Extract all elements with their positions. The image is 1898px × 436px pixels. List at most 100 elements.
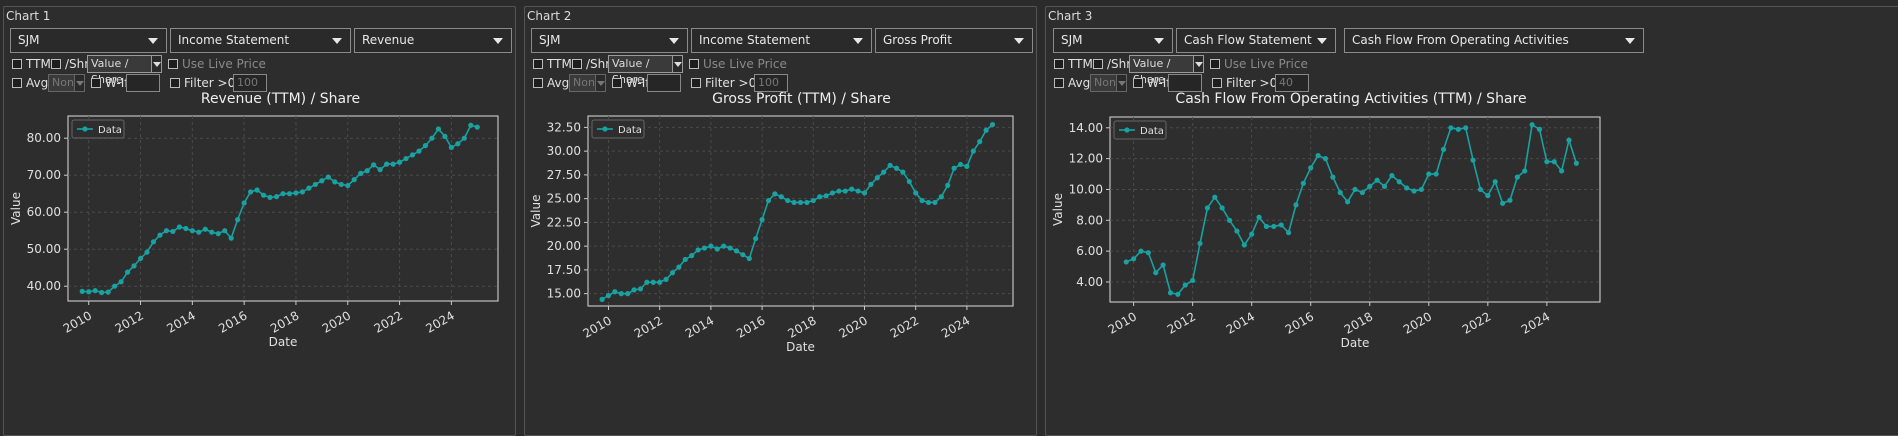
shr-checkbox[interactable] bbox=[572, 59, 582, 69]
wif-input[interactable] bbox=[1168, 74, 1202, 92]
data-point bbox=[836, 188, 842, 194]
line-chart: 40.00 50.00 60.00 70.00 80.00 2010 2012 2014 201… bbox=[9, 115, 499, 349]
data-point bbox=[358, 170, 364, 176]
data-point bbox=[416, 148, 422, 154]
data-point bbox=[1529, 122, 1535, 128]
wif-checkbox[interactable] bbox=[612, 78, 622, 88]
y-tick-label: 20.00 bbox=[547, 239, 581, 253]
avg-checkbox[interactable] bbox=[1054, 78, 1064, 88]
x-tick-label: 2012 bbox=[1165, 309, 1198, 336]
filter-input[interactable]: 100 bbox=[754, 74, 788, 92]
data-point bbox=[468, 122, 474, 128]
wif-checkbox[interactable] bbox=[1133, 78, 1143, 88]
ttm-checkbox[interactable] bbox=[1054, 59, 1064, 69]
avg-value: Non bbox=[573, 76, 595, 89]
filter-input[interactable]: 100 bbox=[233, 74, 267, 92]
x-tick-label: 2014 bbox=[683, 313, 716, 340]
data-point bbox=[99, 289, 105, 296]
shr-label: /Shr bbox=[65, 57, 90, 71]
avg-checkbox[interactable] bbox=[12, 78, 22, 88]
avg-checkbox[interactable] bbox=[533, 78, 543, 88]
x-tick-label: 2018 bbox=[785, 313, 818, 340]
avg-select[interactable]: Non bbox=[1090, 74, 1117, 92]
value-share-dropdown-button[interactable] bbox=[1193, 55, 1204, 73]
y-tick-label: 10.00 bbox=[1069, 182, 1103, 196]
data-point bbox=[765, 197, 772, 204]
data-point bbox=[1271, 223, 1277, 230]
data-point bbox=[1263, 223, 1270, 230]
data-point bbox=[422, 143, 429, 149]
data-point bbox=[1160, 262, 1166, 268]
ttm-checkbox[interactable] bbox=[12, 59, 22, 69]
avg-select[interactable]: Non bbox=[569, 74, 596, 92]
value-share-select[interactable]: Value / Share bbox=[1129, 55, 1194, 86]
wif-input[interactable] bbox=[647, 74, 681, 92]
ticker-select[interactable]: SJM bbox=[10, 28, 167, 53]
statement-select[interactable]: Income Statement bbox=[691, 28, 872, 53]
shr-checkbox[interactable] bbox=[51, 59, 61, 69]
data-point bbox=[1367, 183, 1373, 189]
avg-dropdown-button[interactable] bbox=[1116, 74, 1127, 92]
metric-select-value: Gross Profit bbox=[883, 33, 952, 47]
value-share-dropdown-button[interactable] bbox=[672, 55, 683, 73]
value-share-select[interactable]: Value / Share bbox=[608, 55, 673, 86]
filter-checkbox[interactable] bbox=[170, 78, 180, 88]
metric-select-value: Cash Flow From Operating Activities bbox=[1352, 33, 1569, 47]
avg-dropdown-button[interactable] bbox=[74, 74, 85, 92]
use-live-price-checkbox[interactable] bbox=[1210, 59, 1220, 69]
data-point bbox=[1551, 159, 1557, 165]
use-live-price-checkbox[interactable] bbox=[689, 59, 699, 69]
wif-label: W-If bbox=[1147, 76, 1171, 90]
data-point bbox=[746, 255, 752, 262]
data-point bbox=[1485, 193, 1491, 199]
ticker-select-value: SJM bbox=[18, 33, 40, 47]
data-point bbox=[1411, 188, 1417, 194]
filter-checkbox[interactable] bbox=[1212, 78, 1222, 88]
avg-select[interactable]: Non bbox=[48, 74, 75, 92]
data-point bbox=[938, 194, 944, 200]
data-point bbox=[1418, 186, 1425, 193]
use-live-price-checkbox[interactable] bbox=[168, 59, 178, 69]
statement-select[interactable]: Income Statement bbox=[170, 28, 351, 53]
wif-input[interactable] bbox=[126, 74, 160, 92]
avg-label: Avg bbox=[26, 76, 49, 90]
metric-select[interactable]: Revenue bbox=[354, 28, 512, 53]
data-point bbox=[429, 135, 435, 141]
ticker-select[interactable]: SJM bbox=[531, 28, 688, 53]
shr-checkbox[interactable] bbox=[1093, 59, 1103, 69]
y-tick-label: 27.50 bbox=[547, 168, 581, 182]
filter-input[interactable]: 40 bbox=[1275, 74, 1309, 92]
shr-label: /Shr bbox=[1107, 57, 1132, 71]
chevron-down-icon bbox=[332, 38, 342, 44]
data-point bbox=[1426, 171, 1432, 177]
chart-title: Cash Flow From Operating Activities (TTM… bbox=[1175, 91, 1527, 107]
metric-select[interactable]: Cash Flow From Operating Activities bbox=[1344, 28, 1644, 53]
avg-label: Avg bbox=[547, 76, 570, 90]
line-chart: 4.00 6.00 8.00 10.00 12.00 14.00 2010 2012 2014 2… bbox=[1051, 116, 1601, 350]
data-point bbox=[319, 178, 325, 184]
y-tick-label: 4.00 bbox=[1076, 275, 1103, 289]
data-point bbox=[1145, 250, 1151, 256]
x-axis-label: Date bbox=[786, 340, 815, 354]
value-share-value: Value / Share bbox=[91, 57, 129, 86]
data-point bbox=[913, 190, 919, 196]
metric-select[interactable]: Gross Profit bbox=[875, 28, 1033, 53]
value-share-select[interactable]: Value / Share bbox=[87, 55, 152, 86]
data-point bbox=[1322, 156, 1329, 162]
data-point bbox=[396, 159, 403, 165]
statement-select[interactable]: Cash Flow Statement bbox=[1176, 28, 1336, 53]
data-point bbox=[202, 226, 208, 232]
x-tick-label: 2012 bbox=[113, 308, 146, 335]
legend-label: Data bbox=[618, 125, 642, 136]
data-point bbox=[1300, 180, 1306, 186]
value-share-dropdown-button[interactable] bbox=[151, 55, 162, 73]
wif-checkbox[interactable] bbox=[91, 78, 101, 88]
filter-checkbox[interactable] bbox=[691, 78, 701, 88]
avg-dropdown-button[interactable] bbox=[595, 74, 606, 92]
data-point bbox=[855, 188, 861, 194]
data-point bbox=[708, 243, 714, 249]
data-point bbox=[701, 245, 708, 251]
ttm-checkbox[interactable] bbox=[533, 59, 543, 69]
data-point bbox=[112, 283, 118, 289]
ticker-select[interactable]: SJM bbox=[1053, 28, 1173, 53]
